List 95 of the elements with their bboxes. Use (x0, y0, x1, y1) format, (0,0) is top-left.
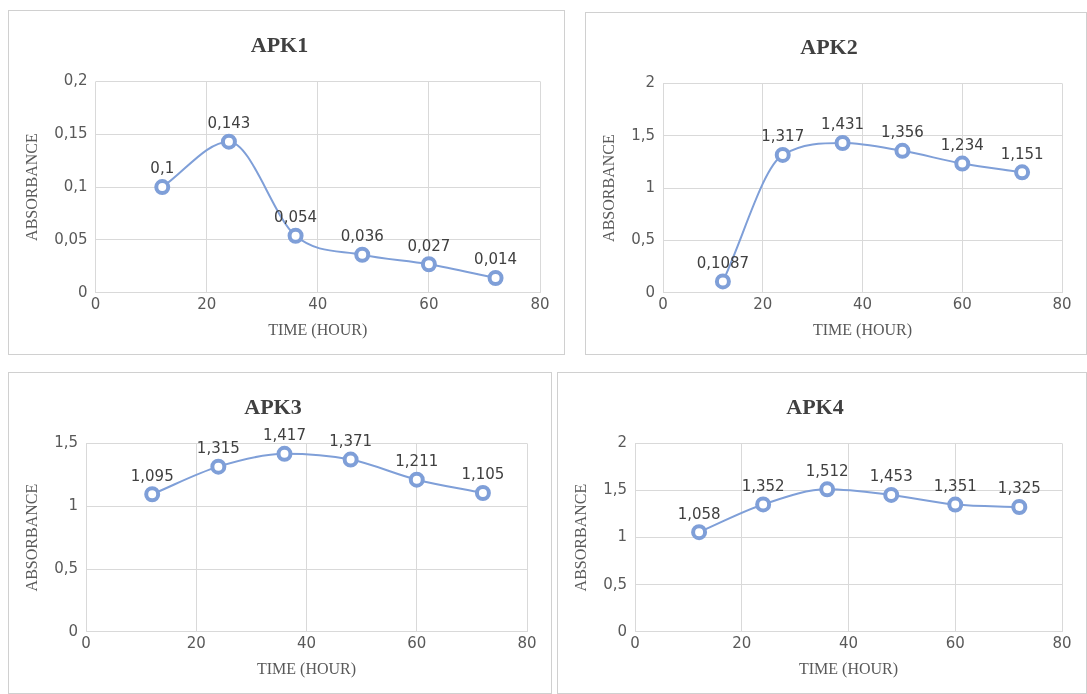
y-tick-label: 1 (617, 527, 628, 546)
point (834, 134, 851, 151)
point (408, 471, 425, 488)
data-label: 0,014 (474, 250, 518, 269)
x-tick-label: 60 (419, 294, 439, 313)
y-axis-title: ABSORBANCE (571, 483, 589, 592)
data-label: 1,105 (461, 465, 505, 484)
point (1014, 164, 1031, 181)
data-label: 0,036 (340, 227, 384, 246)
point (714, 273, 731, 290)
point (287, 227, 304, 244)
x-tick-label: 40 (838, 633, 859, 652)
y-tick-label: 0,5 (603, 574, 628, 593)
data-label: 1,352 (741, 476, 785, 495)
point (144, 486, 161, 503)
data-label: 0,1 (150, 159, 175, 178)
x-tick-label: 40 (296, 633, 317, 652)
data-label: 1,356 (880, 123, 924, 142)
x-tick-label: 20 (753, 294, 773, 313)
y-tick-label: 0,15 (54, 124, 88, 143)
chart-title: APK4 (786, 393, 844, 419)
data-label: 1,317 (761, 127, 805, 146)
point (691, 524, 708, 541)
x-tick-label: 80 (530, 294, 550, 313)
x-axis-title: TIME (HOUR) (812, 320, 913, 339)
x-axis-title: TIME (HOUR) (256, 659, 357, 678)
x-tick-label: 20 (732, 633, 752, 652)
y-axis-title: ABSORBANCE (22, 483, 40, 592)
data-label: 1,325 (997, 479, 1041, 498)
y-tick-label: 0 (645, 282, 656, 301)
x-tick-label: 80 (517, 633, 537, 652)
y-axis-title: ABSORBANCE (22, 133, 40, 241)
point (474, 485, 491, 502)
y-tick-label: 1 (645, 177, 656, 196)
y-tick-label: 2 (645, 73, 656, 92)
point (487, 270, 504, 286)
y-tick-label: 1,5 (603, 480, 628, 499)
data-label: 1,095 (130, 466, 174, 485)
y-tick-label: 1 (68, 496, 79, 515)
data-label: 1,058 (677, 504, 721, 523)
x-axis-title: TIME (HOUR) (798, 659, 899, 678)
y-tick-label: 0 (68, 621, 79, 640)
point (1011, 498, 1028, 515)
y-tick-label: 0,5 (54, 558, 79, 577)
point (894, 142, 911, 159)
y-tick-label: 0 (78, 282, 88, 301)
x-tick-label: 0 (90, 294, 101, 313)
data-label: 1,371 (329, 431, 373, 450)
y-tick-label: 0,2 (63, 71, 88, 90)
x-tick-label: 40 (308, 294, 328, 313)
point (755, 496, 772, 513)
data-label: 1,417 (263, 426, 306, 445)
point (220, 133, 237, 150)
data-label: 0,143 (207, 114, 251, 133)
point (342, 451, 359, 468)
y-tick-label: 0,5 (631, 230, 656, 249)
data-label: 1,211 (395, 452, 439, 471)
y-tick-label: 2 (617, 433, 628, 452)
data-label: 1,512 (805, 461, 849, 480)
y-axis-title: ABSORBANCE (599, 134, 617, 242)
x-tick-label: 80 (1052, 633, 1072, 652)
data-label: 0,027 (407, 236, 451, 255)
point (276, 445, 293, 462)
point (154, 179, 171, 196)
x-tick-label: 80 (1052, 294, 1072, 313)
point (774, 146, 791, 163)
y-tick-label: 0 (617, 621, 628, 640)
data-label: 1,351 (933, 476, 977, 495)
x-tick-label: 20 (186, 633, 206, 652)
x-tick-label: 40 (852, 294, 873, 313)
data-label: 1,431 (821, 115, 865, 134)
chart-title: APK3 (244, 393, 302, 419)
x-tick-label: 60 (407, 633, 427, 652)
y-tick-label: 0,05 (54, 229, 88, 248)
x-axis-title: TIME (HOUR) (268, 320, 368, 339)
x-tick-label: 0 (658, 294, 668, 313)
y-tick-label: 0,1 (63, 176, 88, 195)
data-label: 1,453 (869, 467, 913, 486)
data-label: 1,315 (196, 439, 240, 458)
point (883, 486, 900, 503)
point (947, 496, 964, 513)
data-label: 1,234 (940, 135, 984, 154)
point (819, 481, 836, 498)
x-tick-label: 60 (952, 294, 972, 313)
point (354, 246, 371, 263)
chart-title: APK2 (800, 33, 858, 59)
x-tick-label: 60 (945, 633, 965, 652)
x-tick-label: 20 (197, 294, 217, 313)
point (420, 256, 437, 273)
point (954, 155, 971, 172)
y-tick-label: 1,5 (54, 433, 79, 452)
y-tick-label: 1,5 (631, 125, 656, 144)
data-label: 1,151 (1000, 144, 1044, 163)
chart-title: APK1 (250, 31, 309, 57)
point (210, 458, 227, 475)
